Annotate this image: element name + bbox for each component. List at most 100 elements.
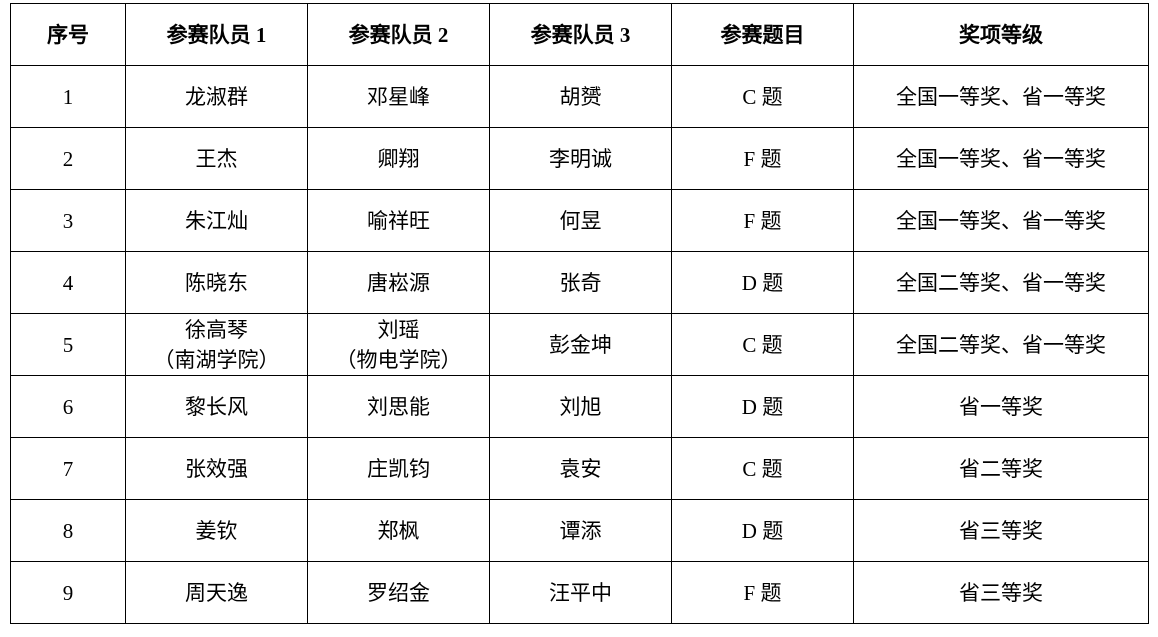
cell-index: 4 — [10, 251, 126, 314]
table-row: 2 王杰 卿翔 李明诚 F 题 全国一等奖、省一等奖 — [10, 127, 1149, 190]
cell-text: D 题 — [741, 394, 784, 419]
cell-text: C 题 — [742, 84, 783, 109]
cell-text: 郑枫 — [377, 518, 420, 543]
cell-text: 李明诚 — [549, 146, 612, 171]
cell-member-1: 姜钦 — [125, 499, 308, 562]
cell-text: 6 — [62, 394, 74, 419]
cell-member-1: 徐高琴 （南湖学院） — [125, 313, 308, 376]
cell-text: 王杰 — [195, 146, 238, 171]
cell-member-2: 刘瑶 （物电学院） — [307, 313, 490, 376]
column-header-problem: 参赛题目 — [671, 3, 854, 66]
cell-text: 周天逸 — [185, 580, 248, 605]
cell-member-1: 黎长风 — [125, 375, 308, 438]
cell-member-3: 李明诚 — [489, 127, 672, 190]
cell-index: 3 — [10, 189, 126, 252]
cell-text: 汪平中 — [549, 580, 612, 605]
column-header-member-3: 参赛队员 3 — [489, 3, 672, 66]
cell-text: 省一等奖 — [959, 394, 1043, 419]
table-row: 5 徐高琴 （南湖学院） 刘瑶 （物电学院） 彭金坤 C 题 全国二等奖、省一等奖 — [10, 313, 1149, 376]
cell-text: 袁安 — [559, 456, 602, 481]
cell-text: 3 — [62, 208, 74, 233]
cell-member-1: 周天逸 — [125, 561, 308, 624]
cell-text: 何昱 — [559, 208, 602, 233]
cell-index: 2 — [10, 127, 126, 190]
cell-text: 胡赟 — [559, 84, 602, 109]
cell-text: 全国二等奖、省一等奖 — [896, 270, 1106, 295]
cell-text: F 题 — [743, 580, 782, 605]
cell-text: 姜钦 — [195, 518, 238, 543]
cell-member-3: 何昱 — [489, 189, 672, 252]
cell-index: 1 — [10, 65, 126, 128]
cell-member-2: 唐崧源 — [307, 251, 490, 314]
cell-member-2: 刘思能 — [307, 375, 490, 438]
cell-text: 7 — [62, 456, 74, 481]
cell-text: 全国一等奖、省一等奖 — [896, 146, 1106, 171]
cell-index: 9 — [10, 561, 126, 624]
cell-text: 张效强 — [185, 456, 248, 481]
cell-text: 唐崧源 — [367, 270, 430, 295]
cell-text: 4 — [62, 270, 74, 295]
cell-member-2: 邓星峰 — [307, 65, 490, 128]
cell-award-level: 全国一等奖、省一等奖 — [853, 65, 1149, 128]
cell-text: 2 — [62, 146, 74, 171]
cell-text: 1 — [62, 84, 74, 109]
cell-member-3: 谭添 — [489, 499, 672, 562]
cell-award-level: 省一等奖 — [853, 375, 1149, 438]
cell-text: 刘思能 — [367, 394, 430, 419]
cell-award-level: 省三等奖 — [853, 561, 1149, 624]
cell-text: 邓星峰 — [367, 84, 430, 109]
cell-award-level: 全国二等奖、省一等奖 — [853, 313, 1149, 376]
cell-text: 省三等奖 — [959, 580, 1043, 605]
cell-member-3: 汪平中 — [489, 561, 672, 624]
awards-table: 序号 参赛队员 1 参赛队员 2 参赛队员 3 参赛题目 奖项等级 1 龙淑群 邓星峰 胡赟 C … — [10, 3, 1149, 624]
table-row: 8 姜钦 郑枫 谭添 D 题 省三等奖 — [10, 499, 1149, 562]
column-header-member-2: 参赛队员 2 — [307, 3, 490, 66]
cell-member-1: 王杰 — [125, 127, 308, 190]
cell-text: C 题 — [742, 456, 783, 481]
cell-member-3: 刘旭 — [489, 375, 672, 438]
cell-text: 陈晓东 — [185, 270, 248, 295]
cell-problem: C 题 — [671, 313, 854, 376]
cell-text: 谭添 — [559, 518, 602, 543]
cell-text: 省三等奖 — [959, 518, 1043, 543]
cell-text: D 题 — [741, 270, 784, 295]
cell-text: 全国一等奖、省一等奖 — [896, 208, 1106, 233]
cell-text: D 题 — [741, 518, 784, 543]
cell-member-3: 胡赟 — [489, 65, 672, 128]
cell-note: （南湖学院） — [153, 347, 280, 372]
table-row: 3 朱江灿 喻祥旺 何昱 F 题 全国一等奖、省一等奖 — [10, 189, 1149, 252]
cell-problem: F 题 — [671, 561, 854, 624]
cell-text: 庄凯钧 — [367, 456, 430, 481]
cell-award-level: 省二等奖 — [853, 437, 1149, 500]
cell-text: F 题 — [743, 208, 782, 233]
cell-problem: D 题 — [671, 499, 854, 562]
cell-member-2: 郑枫 — [307, 499, 490, 562]
cell-member-1: 龙淑群 — [125, 65, 308, 128]
table-row: 7 张效强 庄凯钧 袁安 C 题 省二等奖 — [10, 437, 1149, 500]
cell-text: 全国二等奖、省一等奖 — [896, 332, 1106, 357]
cell-text: 彭金坤 — [549, 332, 612, 357]
cell-member-1: 朱江灿 — [125, 189, 308, 252]
column-header-member-1: 参赛队员 1 — [125, 3, 308, 66]
cell-note: （物电学院） — [335, 347, 462, 372]
cell-problem: F 题 — [671, 127, 854, 190]
table-row: 9 周天逸 罗绍金 汪平中 F 题 省三等奖 — [10, 561, 1149, 624]
cell-text: 9 — [62, 580, 74, 605]
cell-member-1: 张效强 — [125, 437, 308, 500]
cell-member-2: 卿翔 — [307, 127, 490, 190]
cell-text: 徐高琴 — [185, 317, 248, 342]
cell-index: 7 — [10, 437, 126, 500]
cell-text: 朱江灿 — [185, 208, 248, 233]
cell-text: 卿翔 — [377, 146, 420, 171]
cell-text: 刘瑶 — [377, 317, 420, 342]
cell-award-level: 全国二等奖、省一等奖 — [853, 251, 1149, 314]
cell-text: F 题 — [743, 146, 782, 171]
cell-text: 全国一等奖、省一等奖 — [896, 84, 1106, 109]
cell-text: 黎长风 — [185, 394, 248, 419]
cell-text: 罗绍金 — [367, 580, 430, 605]
cell-text: 省二等奖 — [959, 456, 1043, 481]
cell-member-2: 罗绍金 — [307, 561, 490, 624]
cell-index: 5 — [10, 313, 126, 376]
cell-index: 8 — [10, 499, 126, 562]
cell-text: 刘旭 — [559, 394, 602, 419]
